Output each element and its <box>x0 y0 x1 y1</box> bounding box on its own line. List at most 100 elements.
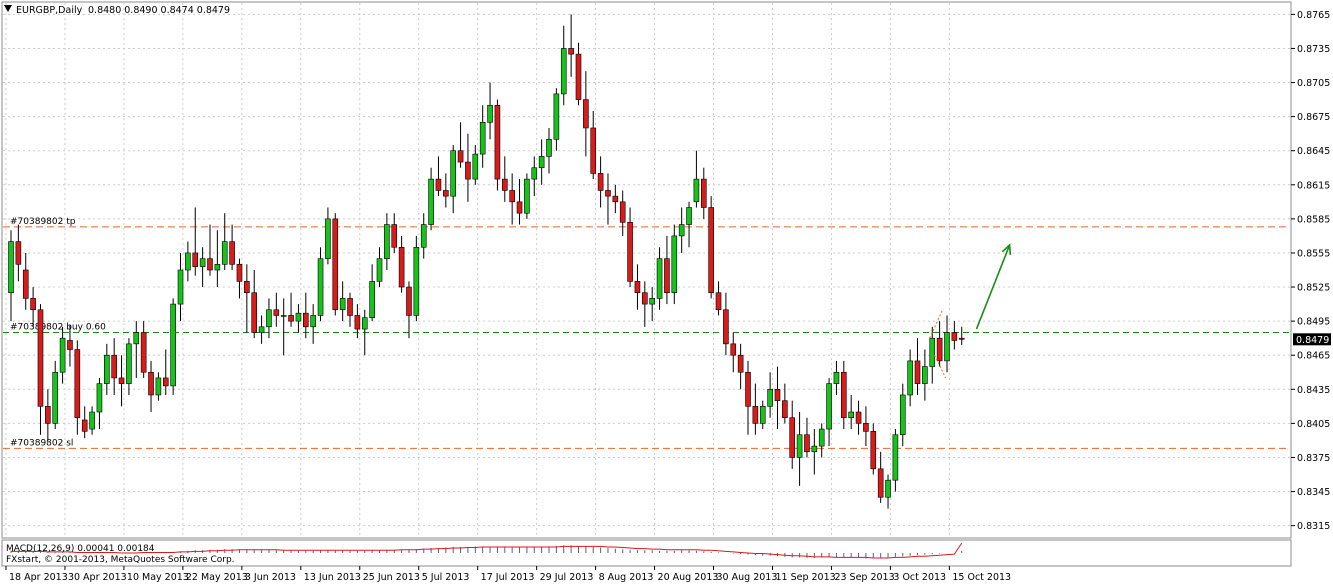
candle-bull <box>472 153 479 180</box>
symbol-timeframe-label: EURGBP,Daily <box>16 5 83 16</box>
indicator-panel-frame <box>1 539 1292 567</box>
candle-bear <box>406 286 412 316</box>
candle-bull <box>686 207 692 225</box>
candle-bull <box>428 178 434 225</box>
candle-bear <box>642 292 648 305</box>
price-tick-label: 0.8405 <box>1297 419 1330 430</box>
candle-bear <box>354 315 361 330</box>
order-levels: #70389802 tp #70389802 buy 0.60 #70389802 … <box>3 217 1290 449</box>
macd-series <box>10 542 963 559</box>
candle-bull <box>59 337 66 373</box>
candle-bull <box>384 224 390 259</box>
order-level-label-buy: #70389802 buy 0.60 <box>10 322 106 332</box>
time-tick-label: 13 Jun 2013 <box>304 572 361 583</box>
candle-bull <box>126 343 132 384</box>
candle-bear <box>391 224 398 248</box>
candle-bear <box>118 377 125 384</box>
time-tick-label: 30 Aug 2013 <box>717 572 778 583</box>
candle-bear <box>737 354 744 373</box>
candle-bull <box>524 178 530 214</box>
price-tick-label: 0.8495 <box>1297 317 1330 328</box>
candle-bull <box>280 315 287 317</box>
candle-bull <box>221 241 228 265</box>
candle-bull <box>929 337 936 367</box>
candle-bull <box>266 309 272 328</box>
dropdown-triangle-icon[interactable] <box>4 5 12 12</box>
candle-bear <box>612 195 619 203</box>
candle-bull <box>258 326 265 333</box>
price-tick-label: 0.8465 <box>1297 351 1330 362</box>
time-tick-label: 23 Sep 2013 <box>834 572 894 583</box>
candle-bull <box>848 411 854 419</box>
candle-bear <box>789 417 796 458</box>
candle-bull <box>796 434 803 458</box>
candle-bear <box>236 264 243 282</box>
candle-bear <box>958 337 965 340</box>
macd-signal-line <box>11 542 963 559</box>
candle-bear <box>708 207 714 294</box>
time-tick-label: 3 Oct 2013 <box>893 572 946 583</box>
candle-bear <box>914 360 921 384</box>
candle-bear <box>583 99 589 129</box>
candle-bull <box>531 167 538 180</box>
candle-bull <box>317 258 324 316</box>
candle-bear <box>332 218 339 311</box>
candle-bull <box>767 388 773 407</box>
candle-bull <box>538 156 545 169</box>
candle-bear <box>863 423 869 432</box>
candle-bull <box>52 371 59 424</box>
candle-bull <box>553 93 560 140</box>
candle-bear <box>465 161 471 180</box>
candle-bull <box>885 479 891 498</box>
candle-bear <box>30 298 36 311</box>
candle-bear <box>273 309 280 316</box>
candle-bear <box>111 354 117 379</box>
price-axis: 0.8765 0.8735 0.8705 0.8675 0.8645 0.8615 0.85… <box>1291 10 1331 532</box>
candle-bull <box>649 298 655 305</box>
trade-marker-line <box>929 309 944 339</box>
candle-bull <box>944 332 950 362</box>
candle-bear <box>67 340 73 350</box>
candle-bear <box>22 269 29 299</box>
candle-bull <box>759 406 766 424</box>
candle-bull <box>96 383 103 413</box>
time-tick-label: 8 Aug 2013 <box>599 572 654 583</box>
candle-bull <box>546 139 552 157</box>
candle-bear <box>443 190 449 197</box>
candle-bear <box>457 150 464 163</box>
ohlc-readout: 0.8480 0.8490 0.8474 0.8479 <box>88 5 230 16</box>
price-tick-label: 0.8315 <box>1297 521 1330 532</box>
order-level-label-tp: #70389802 tp <box>10 217 76 227</box>
time-tick-label: 10 May 2013 <box>127 572 189 583</box>
drawing-objects <box>929 243 1012 379</box>
candle-bull <box>133 332 140 345</box>
order-level-label-sl: #70389802 sl <box>10 438 73 448</box>
price-tick-label: 0.8675 <box>1297 112 1330 123</box>
time-tick-label: 15 Oct 2013 <box>952 572 1011 583</box>
main-panel-frame <box>1 1 1292 539</box>
price-tick-label: 0.8765 <box>1297 10 1330 21</box>
candle-bull <box>487 104 493 123</box>
candle-bull <box>922 366 928 384</box>
price-tick-label: 0.8345 <box>1297 487 1330 498</box>
candle-bear <box>148 371 154 396</box>
trade-marker-line <box>934 354 947 379</box>
candle-bull <box>339 298 346 311</box>
candle-bull <box>214 264 221 271</box>
candle-bull <box>310 315 316 328</box>
current-price-label: 0.8479 <box>1296 335 1329 346</box>
candle-bear <box>752 406 759 424</box>
candle-bull <box>811 445 818 453</box>
candle-bull <box>450 150 457 197</box>
candle-bull <box>693 178 700 203</box>
candle-bear <box>74 349 81 419</box>
candle-bull <box>89 411 95 430</box>
candle-bear <box>45 406 51 424</box>
candle-bull <box>155 377 162 396</box>
time-tick-label: 22 May 2013 <box>186 572 248 583</box>
candle-bear <box>782 400 788 419</box>
candle-bear <box>516 201 523 214</box>
candle-bull <box>833 371 840 384</box>
candle-bear <box>229 241 235 265</box>
